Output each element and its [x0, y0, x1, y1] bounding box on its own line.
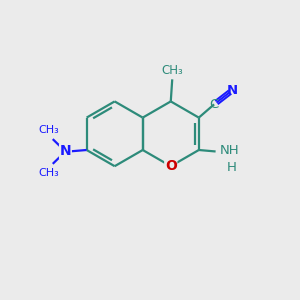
Text: O: O: [165, 159, 177, 173]
Text: N: N: [227, 84, 238, 97]
Text: N: N: [60, 145, 71, 158]
Text: CH₃: CH₃: [39, 125, 60, 135]
Text: H: H: [226, 161, 236, 174]
Text: C: C: [209, 98, 219, 111]
Text: CH₃: CH₃: [161, 64, 183, 77]
Text: NH: NH: [220, 144, 240, 157]
Text: CH₃: CH₃: [39, 168, 60, 178]
